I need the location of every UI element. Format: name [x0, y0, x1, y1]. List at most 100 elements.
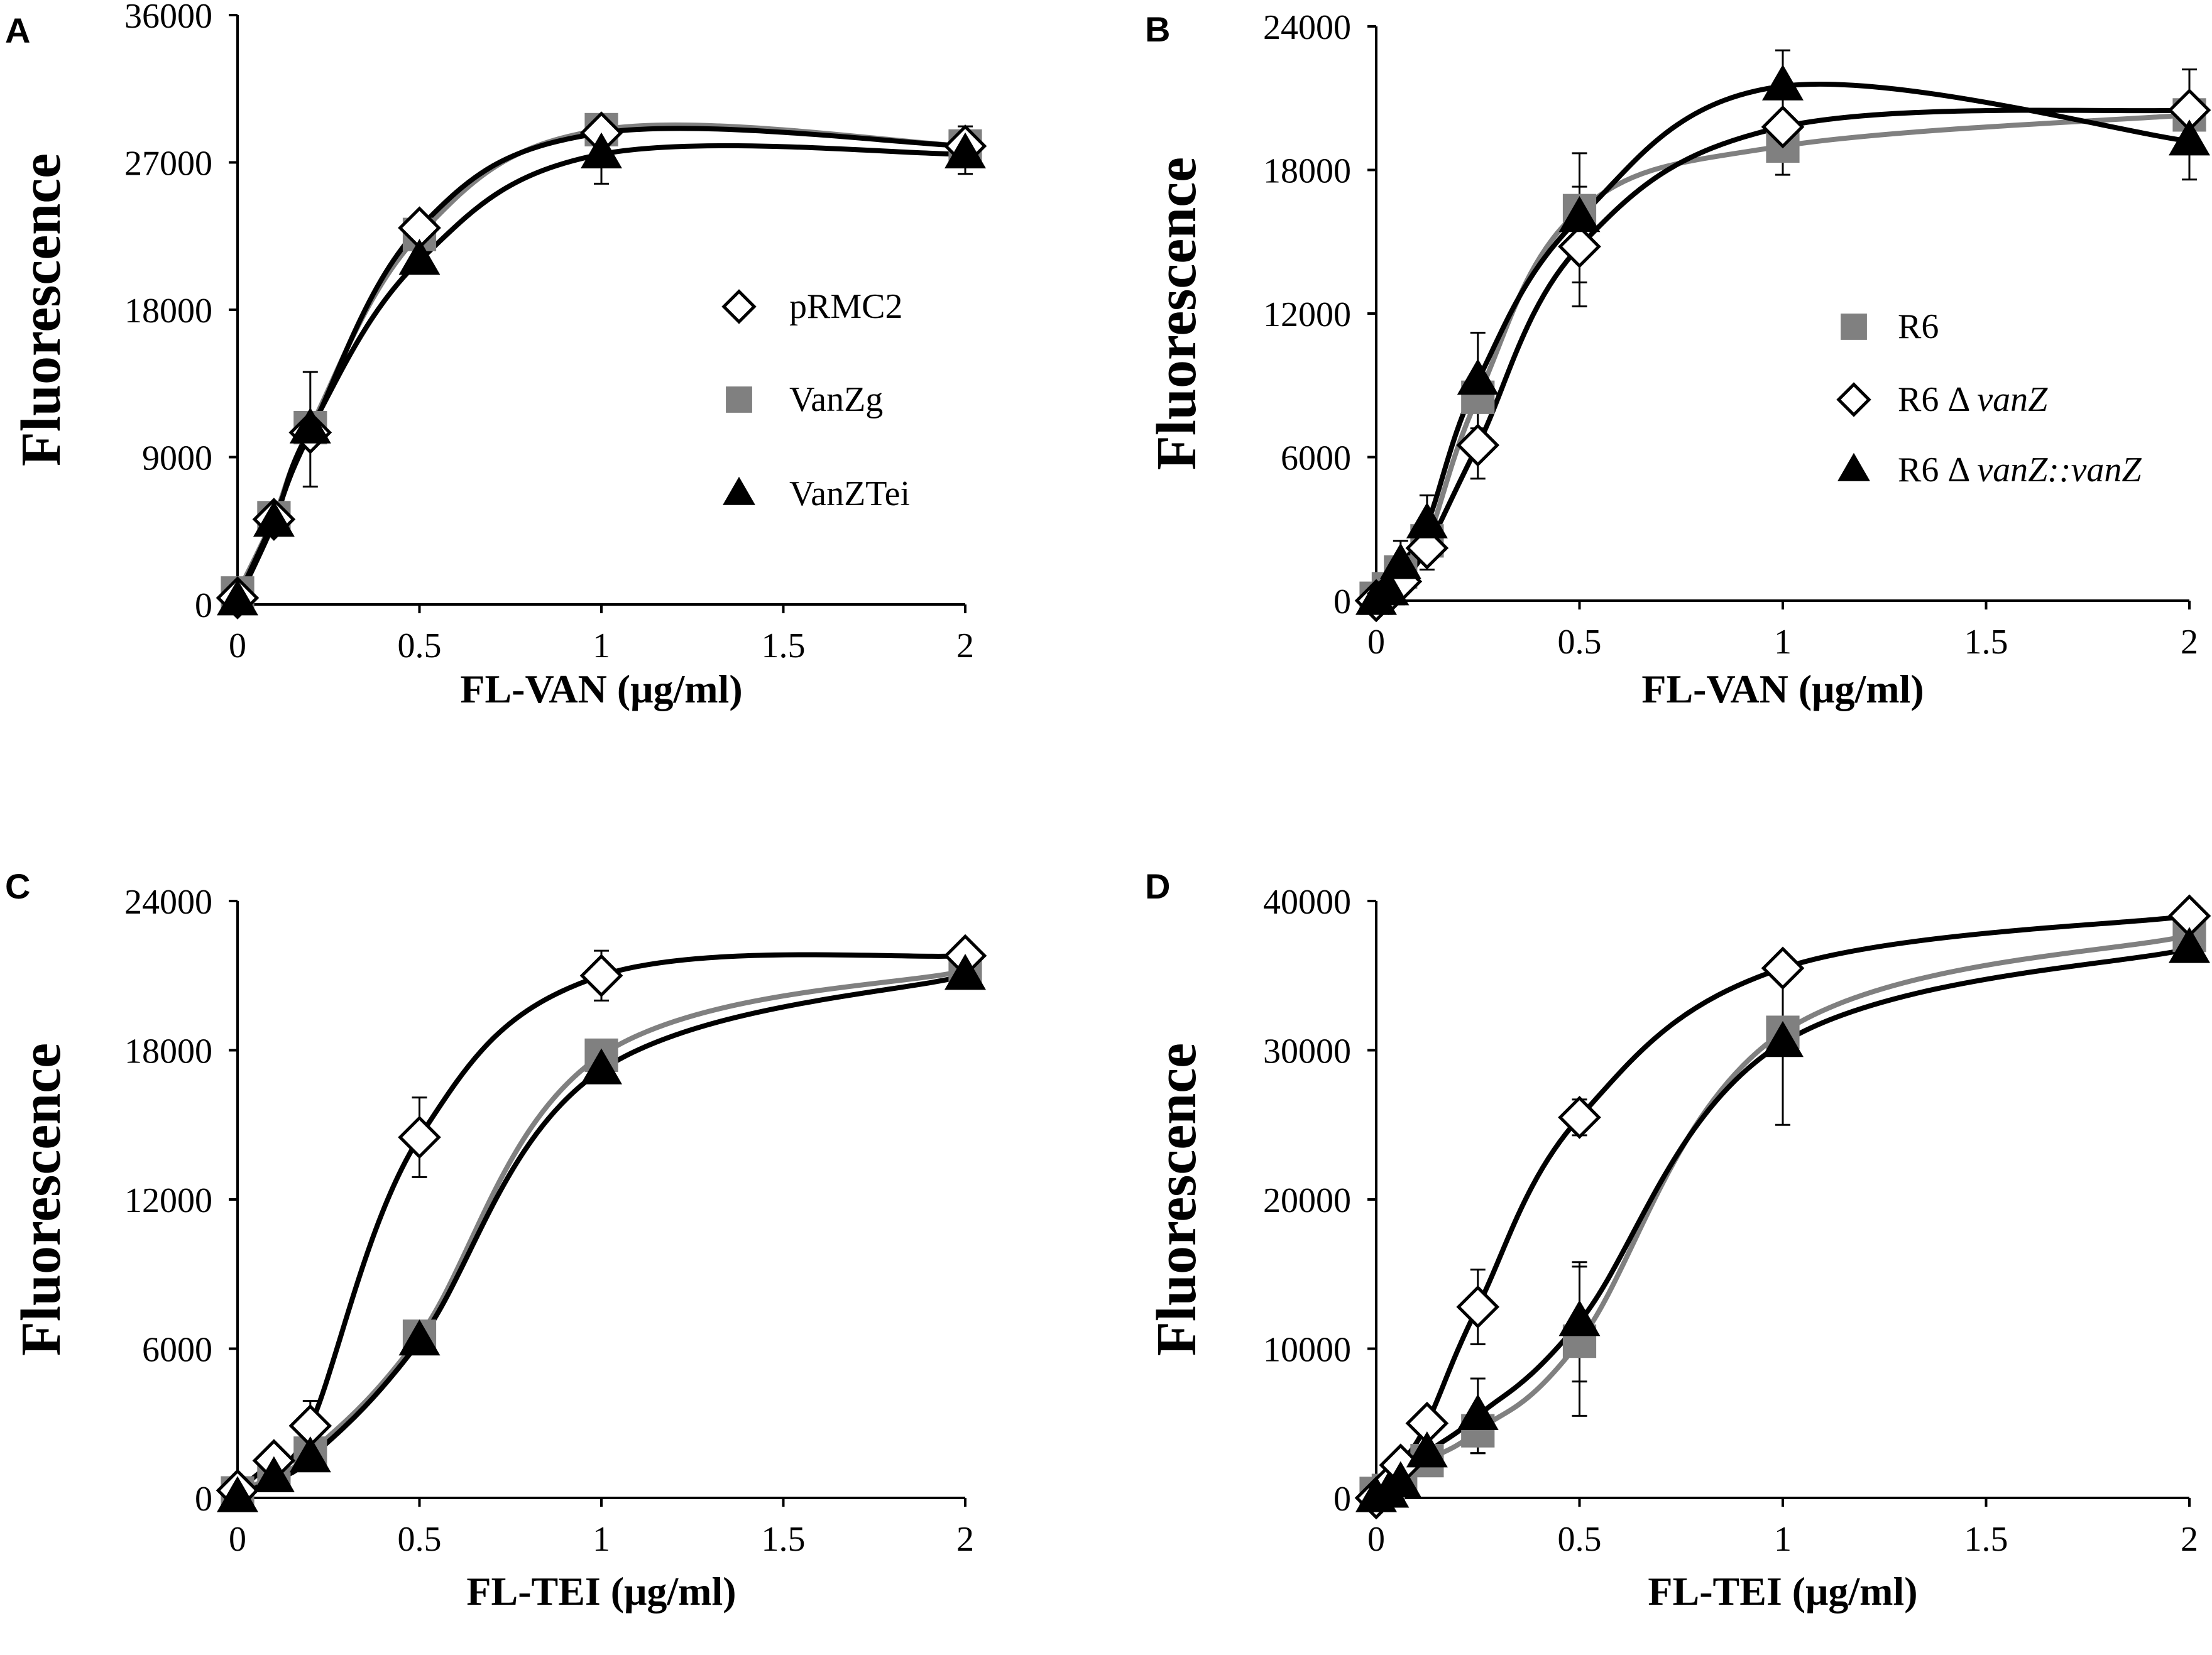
- y-axis-title: Fluorescence: [10, 153, 72, 466]
- data-point: [581, 1048, 622, 1084]
- x-tick-label: 1.5: [762, 626, 806, 665]
- panel-letter: B: [1145, 9, 1170, 49]
- data-point: [1405, 526, 1449, 570]
- y-tick-label: 12000: [1263, 295, 1351, 334]
- data-point: [217, 1476, 258, 1512]
- panel-c: C 0 6000 12000 18000 24000 0 0.5 1 1.5 2 FL-TEI (μg…: [5, 866, 987, 1614]
- y-tick-label: 6000: [142, 1331, 212, 1370]
- data-point: [253, 501, 295, 537]
- data-point: [1379, 1461, 1421, 1497]
- x-tick-label: 1: [1774, 1520, 1792, 1559]
- legend-marker: [1836, 382, 1871, 417]
- legend-label: VanZg: [789, 380, 883, 419]
- panel-a: A 0 9000 18000 27000 36000 0 0.5 1 1.5 2 FL-VAN (μg…: [5, 0, 987, 711]
- y-tick-label: 9000: [142, 439, 212, 478]
- y-tick-label: 24000: [124, 883, 212, 922]
- legend-marker: [1837, 452, 1870, 481]
- legend-marker: [726, 386, 752, 413]
- y-axis-title: Fluorescence: [1146, 157, 1208, 470]
- data-point: [1456, 1285, 1500, 1329]
- x-tick-label: 0: [229, 626, 246, 665]
- y-axis-title: Fluorescence: [10, 1043, 72, 1356]
- series-line: [236, 952, 966, 1493]
- data-point: [1367, 569, 1410, 606]
- y-tick-label: 27000: [124, 145, 212, 183]
- y-tick-label: 0: [1333, 1480, 1351, 1519]
- data-point: [289, 407, 331, 444]
- y-tick-label: 6000: [1281, 439, 1351, 478]
- y-tick-label: 0: [195, 586, 212, 625]
- x-tick-label: 1: [1774, 623, 1792, 662]
- data-point: [2169, 119, 2210, 156]
- legend-marker: [723, 476, 755, 505]
- y-tick-label: 30000: [1263, 1032, 1351, 1071]
- data-point: [1406, 1431, 1448, 1468]
- y-tick-label: 10000: [1263, 1331, 1351, 1370]
- y-tick-label: 12000: [124, 1181, 212, 1220]
- data-point: [944, 954, 986, 990]
- x-tick-label: 1.5: [1964, 623, 2008, 662]
- y-tick-label: 24000: [1263, 8, 1351, 47]
- x-tick-label: 0: [1367, 1520, 1385, 1559]
- x-axis-title: FL-VAN (μg/ml): [1641, 667, 1924, 711]
- y-axis-title: Fluorescence: [1146, 1043, 1208, 1356]
- y-tick-label: 18000: [124, 1032, 212, 1071]
- data-point: [1456, 423, 1500, 467]
- legend-label: R6 Δ vanZ::vanZ: [1898, 451, 2142, 489]
- x-axis-title: FL-VAN (μg/ml): [460, 667, 742, 711]
- data-point: [398, 1115, 441, 1159]
- x-tick-label: 1: [593, 626, 610, 665]
- x-tick-label: 0: [1367, 623, 1385, 662]
- x-tick-label: 0.5: [398, 1520, 442, 1559]
- x-tick-label: 1: [593, 1520, 610, 1559]
- x-tick-label: 0: [229, 1520, 246, 1559]
- data-point: [1762, 64, 1804, 101]
- data-point: [2169, 927, 2210, 963]
- y-tick-label: 18000: [124, 292, 212, 330]
- data-point: [1457, 358, 1499, 395]
- y-tick-label: 36000: [124, 0, 212, 36]
- x-tick-label: 2: [2181, 1520, 2198, 1559]
- data-point: [1558, 1096, 1601, 1139]
- x-tick-label: 0.5: [1558, 1520, 1602, 1559]
- panel-letter: D: [1145, 866, 1170, 906]
- y-tick-label: 18000: [1263, 152, 1351, 191]
- y-tick-label: 0: [195, 1480, 212, 1519]
- data-point: [1558, 1300, 1601, 1336]
- data-point: [398, 239, 441, 275]
- panel-b: B 0 6000 12000 18000 24000 0 0.5 1 1.5 2 FL-VAN (μg…: [1145, 8, 2211, 711]
- panel-d: D 0 10000 20000 30000 40000 0 0.5 1 1.5 2 FL-TEI (μ…: [1145, 866, 2211, 1614]
- x-tick-label: 0.5: [398, 626, 442, 665]
- data-point: [253, 1456, 295, 1492]
- x-tick-label: 1.5: [1964, 1520, 2008, 1559]
- legend-marker: [721, 289, 757, 324]
- x-tick-label: 1.5: [762, 1520, 806, 1559]
- data-point: [581, 132, 622, 169]
- y-tick-label: 0: [1333, 582, 1351, 621]
- data-point: [1558, 225, 1601, 268]
- data-point: [944, 132, 986, 169]
- y-tick-label: 20000: [1263, 1181, 1351, 1220]
- data-point: [1379, 543, 1421, 579]
- data-point: [1406, 502, 1448, 538]
- series-line: [1374, 112, 2190, 601]
- series-line: [235, 143, 966, 603]
- x-tick-label: 2: [956, 1520, 974, 1559]
- legend-label: R6: [1898, 307, 1939, 346]
- data-point: [1762, 1020, 1804, 1057]
- x-axis-title: FL-TEI (μg/ml): [1648, 1569, 1917, 1614]
- x-tick-label: 0.5: [1558, 623, 1602, 662]
- legend-marker: [1841, 314, 1867, 340]
- data-point: [289, 1436, 331, 1473]
- data-point: [1761, 946, 1805, 990]
- panel-letter: A: [5, 11, 30, 50]
- data-point: [217, 579, 258, 616]
- panel-letter: C: [5, 866, 30, 906]
- x-axis-title: FL-TEI (μg/ml): [466, 1569, 736, 1614]
- data-point: [579, 954, 623, 998]
- data-point: [1558, 195, 1601, 232]
- series-line: [1374, 107, 2190, 603]
- x-tick-label: 2: [2181, 623, 2198, 662]
- data-point: [398, 1319, 441, 1356]
